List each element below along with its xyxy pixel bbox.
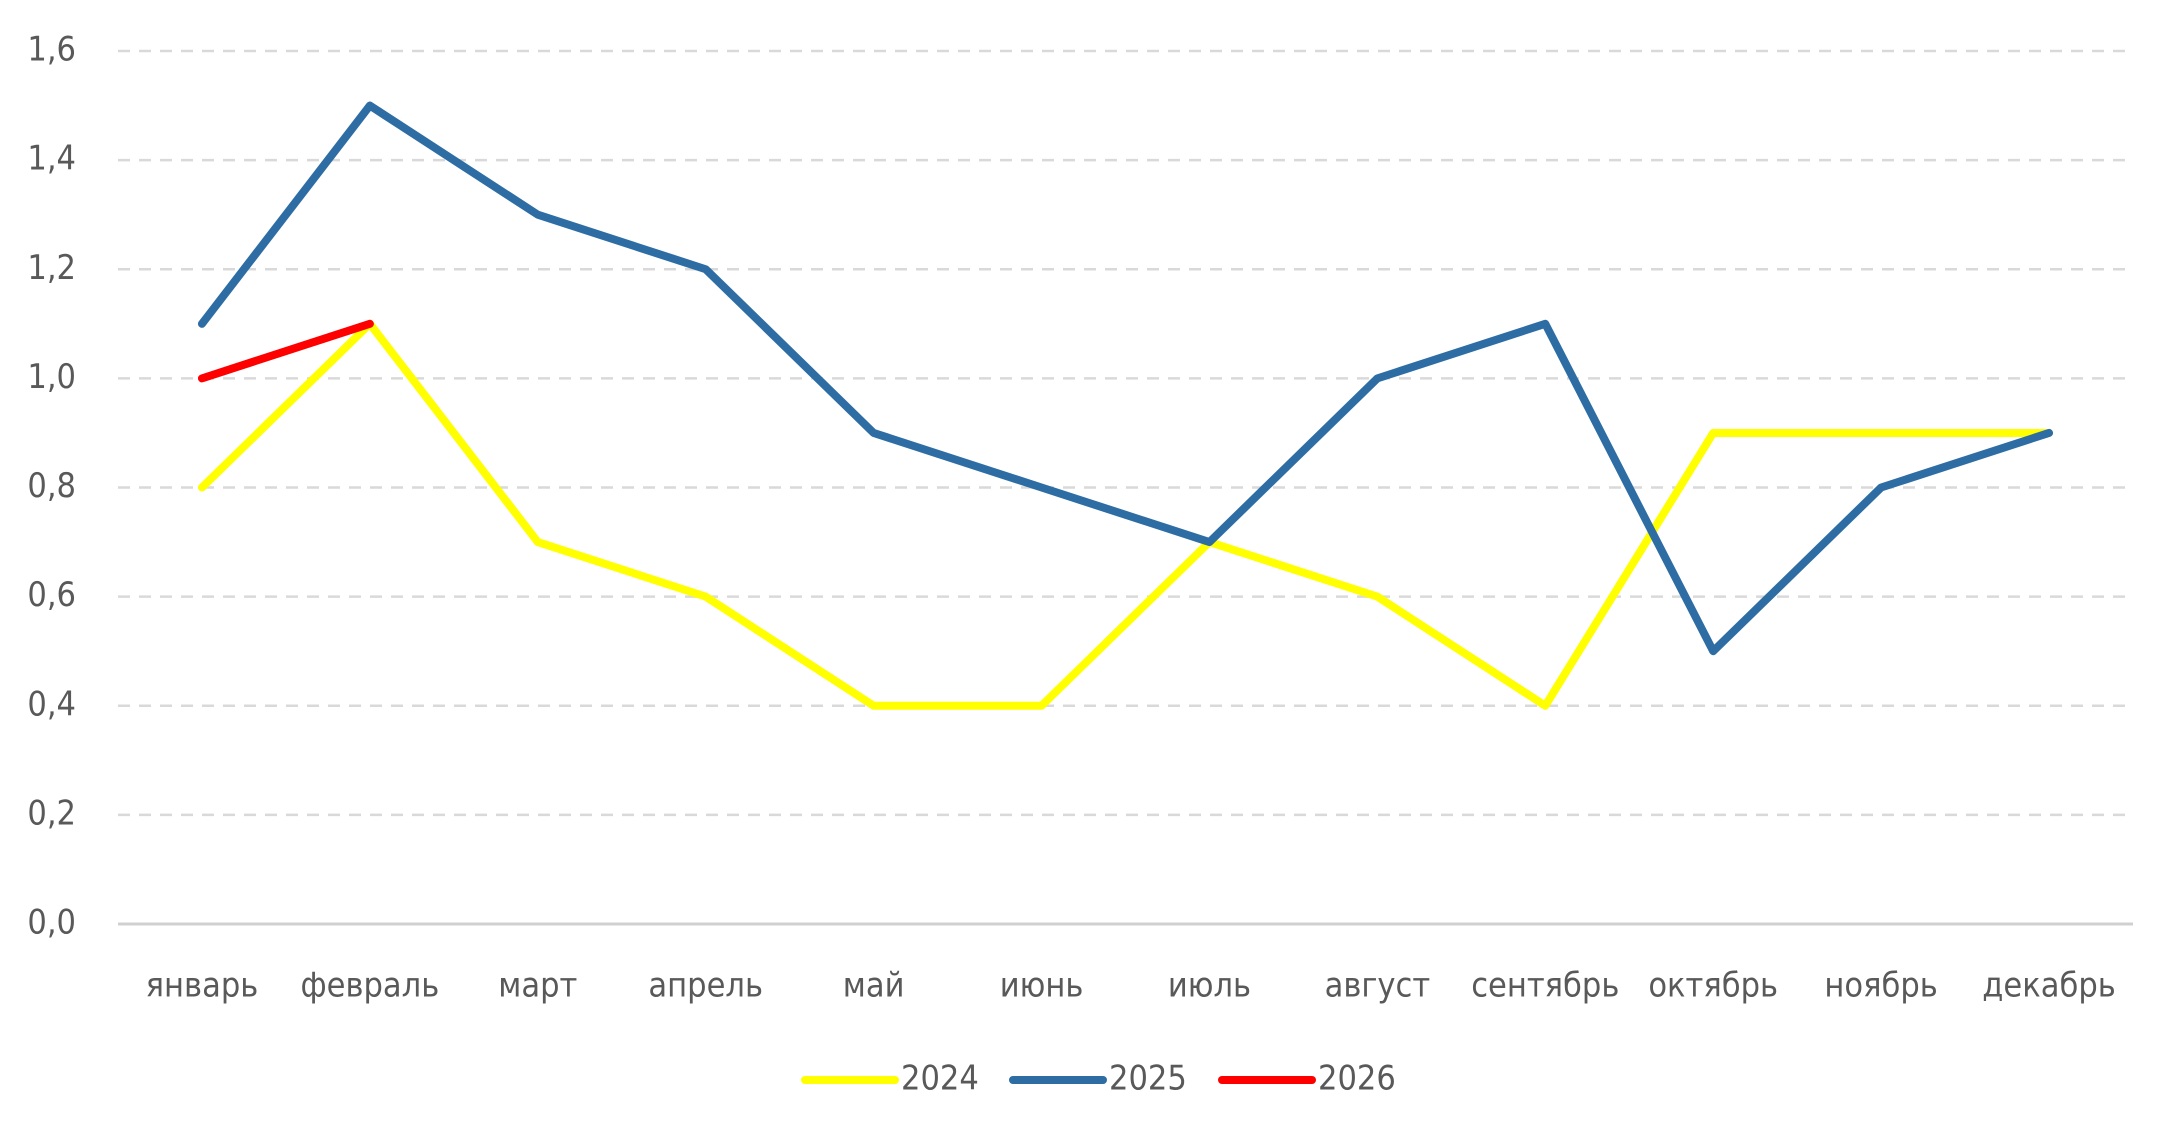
x-tick-label: август: [1325, 966, 1431, 1006]
y-tick-label: 1,6: [27, 30, 76, 70]
y-tick-label: 0,2: [27, 793, 76, 833]
y-tick-label: 0,8: [27, 466, 76, 506]
legend-label: 2026: [1318, 1059, 1396, 1099]
x-tick-label: сентябрь: [1471, 966, 1619, 1006]
x-tick-label: январь: [146, 966, 259, 1006]
x-tick-label: июнь: [1000, 966, 1084, 1006]
series-line: [197, 319, 374, 383]
series-line: [197, 319, 2054, 710]
y-tick-label: 1,4: [27, 139, 76, 179]
x-tick-label: декабрь: [1982, 966, 2116, 1006]
x-tick-label: июль: [1168, 966, 1251, 1006]
x-tick-label: октябрь: [1648, 966, 1778, 1006]
x-tick-label: ноябрь: [1824, 966, 1937, 1006]
y-tick-label: 1,2: [27, 248, 76, 288]
legend-label: 2024: [901, 1059, 979, 1099]
x-tick-label: февраль: [300, 966, 439, 1006]
y-tick-label: 1,0: [27, 357, 76, 397]
y-tick-label: 0,0: [27, 903, 76, 943]
series-line: [197, 101, 2054, 656]
legend-label: 2025: [1109, 1059, 1187, 1099]
x-tick-label: май: [843, 966, 905, 1006]
x-tick-label: апрель: [648, 966, 763, 1006]
x-tick-label: март: [498, 966, 577, 1006]
y-tick-label: 0,4: [27, 684, 76, 724]
y-tick-label: 0,6: [27, 575, 76, 615]
